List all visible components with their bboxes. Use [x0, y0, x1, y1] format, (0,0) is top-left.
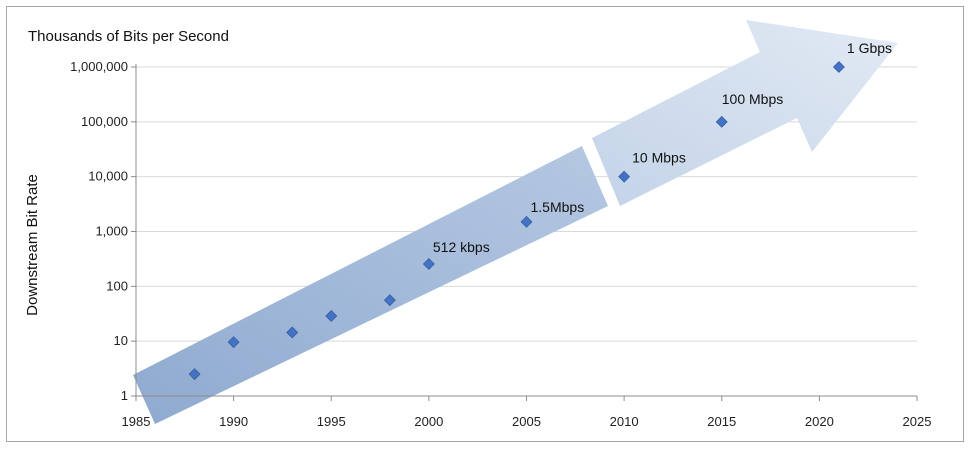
- data-label: 1.5Mbps: [531, 199, 585, 215]
- x-tick-label: 2020: [805, 414, 834, 429]
- x-tick-label: 2025: [903, 414, 932, 429]
- data-label: 100 Mbps: [722, 91, 783, 107]
- y-axis-label: Downstream Bit Rate: [24, 174, 41, 316]
- x-tick-label: 1995: [317, 414, 346, 429]
- data-label: 10 Mbps: [632, 150, 686, 166]
- x-tick-label: 1985: [122, 414, 151, 429]
- data-label: 512 kbps: [433, 239, 490, 255]
- trend-arrow: [133, 20, 898, 424]
- x-tick-label: 2010: [610, 414, 639, 429]
- y-tick-label: 10,000: [88, 169, 128, 184]
- x-tick-label: 2015: [707, 414, 736, 429]
- y-tick-label: 1: [121, 388, 128, 403]
- y-tick-label: 10: [114, 333, 128, 348]
- x-tick-label: 2005: [512, 414, 541, 429]
- y-tick-label: 1,000,000: [70, 59, 128, 74]
- trend-arrow-lower-segment: [133, 146, 608, 424]
- x-tick-label: 2000: [414, 414, 443, 429]
- y-tick-label: 1,000: [95, 224, 128, 239]
- x-tick-label: 1990: [219, 414, 248, 429]
- chart-title: Thousands of Bits per Second: [28, 28, 229, 45]
- data-label: 1 Gbps: [847, 40, 892, 56]
- y-tick-label: 100: [106, 278, 128, 293]
- y-tick-label: 100,000: [81, 114, 128, 129]
